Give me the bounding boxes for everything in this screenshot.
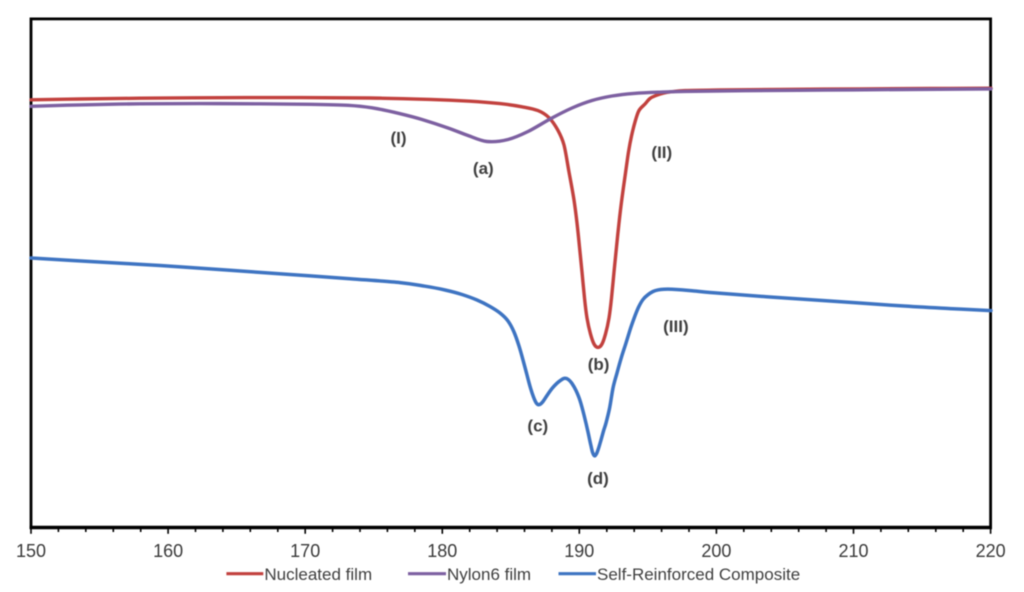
svg-text:Nucleated film: Nucleated film — [264, 565, 372, 584]
svg-text:(c): (c) — [527, 417, 548, 436]
svg-text:Nylon6 film: Nylon6 film — [447, 565, 531, 584]
svg-text:180: 180 — [427, 541, 457, 561]
svg-text:220: 220 — [976, 541, 1006, 561]
svg-text:(III): (III) — [663, 317, 689, 336]
svg-text:(b): (b) — [588, 355, 610, 374]
svg-text:(a): (a) — [473, 159, 494, 178]
svg-text:(II): (II) — [651, 143, 672, 162]
svg-text:210: 210 — [838, 541, 868, 561]
svg-text:170: 170 — [290, 541, 320, 561]
svg-text:Self-Reinforced Composite: Self-Reinforced Composite — [597, 565, 800, 584]
svg-text:190: 190 — [564, 541, 594, 561]
svg-text:(d): (d) — [587, 469, 609, 488]
svg-text:150: 150 — [16, 541, 46, 561]
svg-text:(I): (I) — [390, 128, 406, 147]
svg-text:160: 160 — [153, 541, 183, 561]
svg-text:200: 200 — [701, 541, 731, 561]
